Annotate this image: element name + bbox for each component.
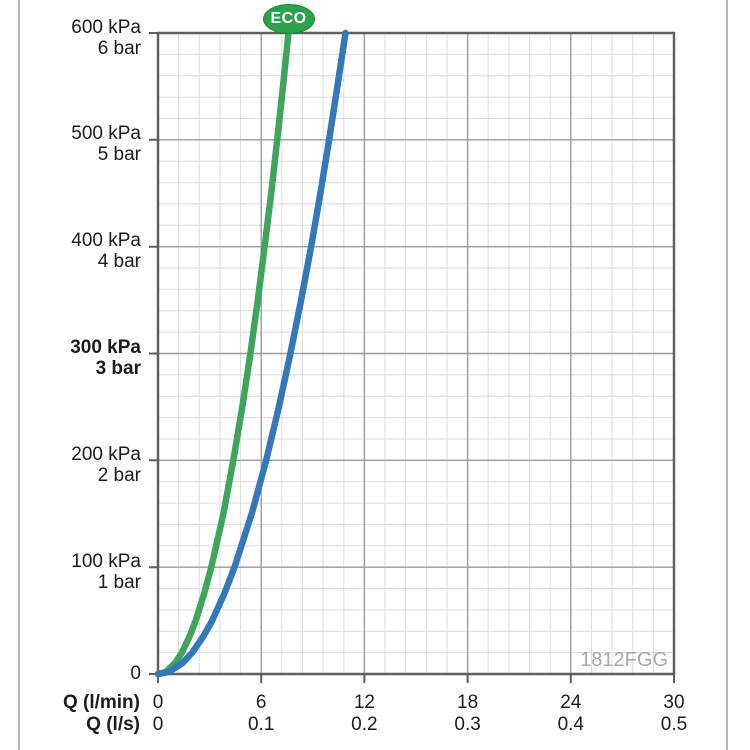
watermark-code: 1812FGG xyxy=(580,649,668,671)
y-label-kpa: 200 kPa xyxy=(71,443,141,465)
y-label-kpa: 100 kPa xyxy=(71,550,141,572)
y-label-kpa: 500 kPa xyxy=(71,123,141,145)
y-label-bar: 4 bar xyxy=(97,251,141,273)
image-frame-left-line xyxy=(18,0,20,750)
x-tick-ls-0: 0 xyxy=(152,714,164,735)
y-label-bar: 6 bar xyxy=(97,37,141,59)
y-axis-label-300kpa: 300 kPa 3 bar xyxy=(0,337,141,379)
x-tick-lmin-6: 6 xyxy=(255,692,267,713)
eco-badge: ECO xyxy=(262,4,315,34)
y-label-bar: 1 bar xyxy=(97,571,141,593)
y-axis-label-400kpa: 400 kPa 4 bar xyxy=(0,230,141,272)
eco-badge-label: ECO xyxy=(270,10,307,27)
y-label-bar: 5 bar xyxy=(97,144,141,166)
y-label-bar: 2 bar xyxy=(97,464,141,486)
y-axis-label-200kpa: 200 kPa 2 bar xyxy=(0,444,141,486)
y-axis-label-0kpa: 0 xyxy=(0,663,141,684)
x-tick-ls-0.5: 0.5 xyxy=(660,714,688,735)
y-label-kpa: 600 kPa xyxy=(71,16,141,38)
x-axis-unit-label-ls: Q (l/s) xyxy=(86,714,140,735)
x-tick-lmin-24: 24 xyxy=(560,692,582,713)
standard-curve xyxy=(154,29,349,678)
x-axis-unit-label-lmin: Q (l/min) xyxy=(62,692,140,713)
y-axis-label-500kpa: 500 kPa 5 bar xyxy=(0,123,141,165)
eco-curve xyxy=(154,29,292,678)
y-axis-label-600kpa: 600 kPa 6 bar xyxy=(0,17,141,59)
x-tick-ls-0.4: 0.4 xyxy=(557,714,584,735)
plot-border xyxy=(156,31,676,676)
x-tick-ls-0.2: 0.2 xyxy=(351,714,378,735)
image-frame-right-line xyxy=(726,0,728,750)
x-tick-lmin-30: 30 xyxy=(663,692,685,713)
major-gridlines xyxy=(157,32,675,675)
x-tick-lmin-0: 0 xyxy=(152,692,164,713)
x-tick-lmin-12: 12 xyxy=(353,692,375,713)
x-tick-ls-0.3: 0.3 xyxy=(454,714,481,735)
y-label-kpa: 0 xyxy=(130,663,141,684)
y-label-bar: 3 bar xyxy=(95,358,141,379)
x-tick-lmin-18: 18 xyxy=(457,692,479,713)
x-tick-ls-0.1: 0.1 xyxy=(247,714,275,735)
axis-tick-marks xyxy=(149,32,675,683)
y-label-kpa: 300 kPa xyxy=(70,337,141,358)
y-axis-label-100kpa: 100 kPa 1 bar xyxy=(0,551,141,593)
y-label-kpa: 400 kPa xyxy=(71,230,141,252)
